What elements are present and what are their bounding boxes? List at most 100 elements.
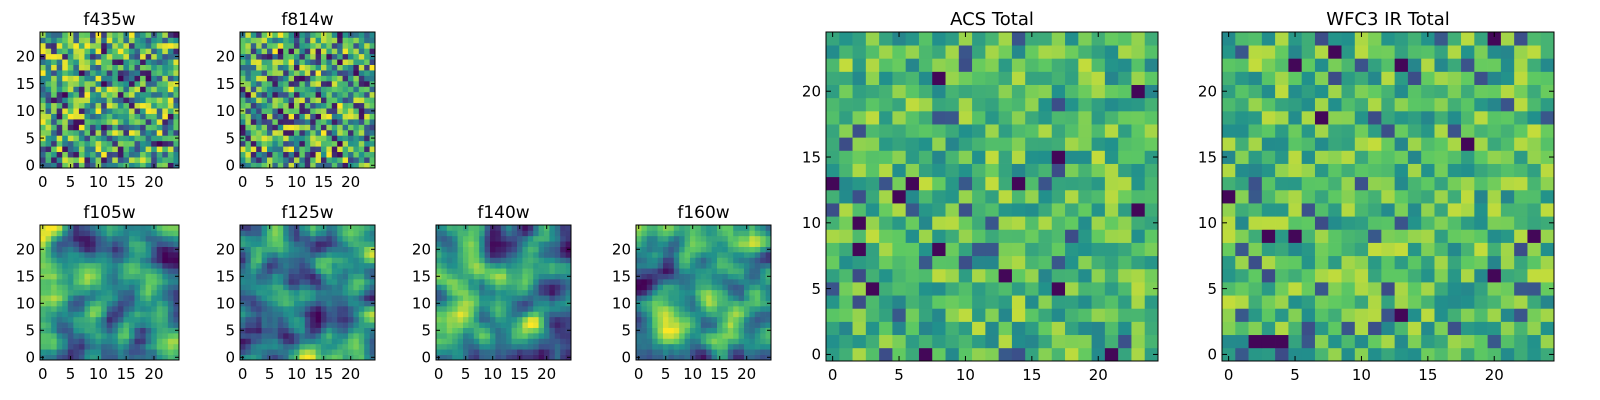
heatmap-cell — [711, 262, 718, 269]
heatmap-cell — [167, 284, 174, 291]
heatmap-cell — [45, 113, 52, 120]
heatmap-cell — [167, 268, 174, 274]
heatmap-cell — [663, 257, 669, 264]
heatmap-cell — [479, 235, 485, 242]
heatmap-cell — [117, 306, 124, 312]
heatmap-cell — [84, 75, 91, 82]
heatmap-cell — [45, 273, 52, 280]
heatmap-cell — [315, 140, 322, 147]
heatmap-cell — [56, 91, 63, 98]
heatmap-cell — [1118, 242, 1132, 257]
heatmap-cell — [56, 311, 63, 318]
heatmap-cell — [117, 162, 124, 169]
heatmap-cell — [852, 255, 867, 270]
heatmap-cell — [283, 53, 289, 60]
heatmap-cell — [140, 108, 146, 114]
heatmap-cell — [932, 334, 946, 349]
heatmap-cell — [1275, 295, 1289, 309]
heatmap-cell — [173, 349, 180, 355]
heatmap-cell — [554, 300, 561, 307]
heatmap-cell — [106, 338, 113, 345]
heatmap-cell — [522, 349, 529, 355]
heatmap-cell — [700, 246, 707, 253]
heatmap-cell — [749, 354, 756, 361]
heatmap-cell — [134, 252, 141, 258]
heatmap-cell — [722, 322, 729, 328]
heatmap-cell — [304, 241, 311, 247]
heatmap-cell — [1461, 334, 1475, 349]
heatmap-cell — [299, 157, 306, 163]
heatmap-cell — [1500, 347, 1515, 362]
heatmap-cell — [337, 225, 343, 231]
heatmap-cell — [342, 135, 349, 142]
heatmap-cell — [73, 86, 80, 93]
heatmap-cell — [479, 252, 485, 258]
heatmap-cell — [1235, 334, 1249, 349]
heatmap-cell — [67, 311, 74, 318]
heatmap-cell — [112, 37, 119, 44]
heatmap-cell — [1051, 268, 1066, 283]
heatmap-cell — [565, 268, 572, 274]
heatmap-cell — [337, 343, 343, 350]
heatmap-cell — [348, 316, 354, 323]
heatmap-cell — [1078, 203, 1092, 217]
heatmap-cell — [112, 354, 119, 361]
heatmap-cell — [484, 289, 491, 296]
heatmap-cell — [1248, 176, 1263, 191]
heatmap-cell — [288, 108, 295, 114]
heatmap-cell — [277, 241, 284, 247]
heatmap-cell — [765, 230, 772, 237]
heatmap-cell — [1301, 163, 1316, 178]
heatmap-cell — [310, 322, 316, 328]
heatmap-cell — [145, 42, 152, 49]
heatmap-cell — [162, 108, 169, 114]
heatmap-cell — [473, 241, 480, 247]
heatmap-cell — [90, 289, 96, 296]
heatmap-cell — [765, 241, 772, 247]
heatmap-cell — [310, 306, 316, 312]
heatmap-cell — [646, 241, 653, 247]
heatmap-cell — [364, 225, 370, 231]
heatmap-cell — [727, 246, 734, 253]
heatmap-cell — [140, 268, 146, 274]
heatmap-cell — [468, 230, 475, 237]
heatmap-cell — [106, 97, 113, 104]
heatmap-cell — [358, 48, 365, 55]
heatmap-cell — [128, 262, 135, 269]
heatmap-cell — [1394, 150, 1409, 164]
heatmap-cell — [106, 162, 113, 169]
heatmap-cell — [738, 300, 745, 307]
heatmap-cell — [245, 343, 252, 350]
heatmap-cell — [123, 80, 130, 87]
heatmap-cell — [985, 137, 999, 151]
heatmap-cell — [342, 322, 349, 328]
heatmap-cell — [452, 306, 458, 312]
heatmap-cell — [294, 59, 300, 65]
heatmap-cell — [106, 311, 113, 318]
heatmap-cell — [304, 42, 311, 49]
heatmap-cell — [261, 311, 268, 318]
heatmap-cell — [473, 235, 480, 242]
heatmap-cell — [73, 354, 80, 361]
heatmap-cell — [321, 102, 327, 109]
heatmap-cell — [342, 225, 349, 231]
heatmap-cell — [261, 322, 268, 328]
heatmap-cell — [95, 151, 102, 158]
heatmap-cell — [749, 273, 756, 280]
heatmap-cell — [342, 102, 349, 109]
heatmap-cell — [272, 64, 279, 71]
heatmap-cell — [245, 91, 252, 98]
heatmap-cell — [245, 316, 252, 323]
heatmap-cell — [722, 230, 729, 237]
heatmap-cell — [560, 338, 566, 345]
heatmap-cell — [106, 108, 113, 114]
heatmap-cell — [151, 289, 158, 296]
heatmap-cell — [985, 242, 999, 257]
heatmap-cell — [1434, 229, 1449, 243]
heatmap-cell — [511, 257, 518, 264]
heatmap-cell — [1474, 203, 1488, 217]
heatmap-cell — [544, 349, 550, 355]
heatmap-cell — [112, 102, 119, 109]
heatmap-cell — [267, 113, 273, 120]
heatmap-cell — [1038, 268, 1053, 283]
